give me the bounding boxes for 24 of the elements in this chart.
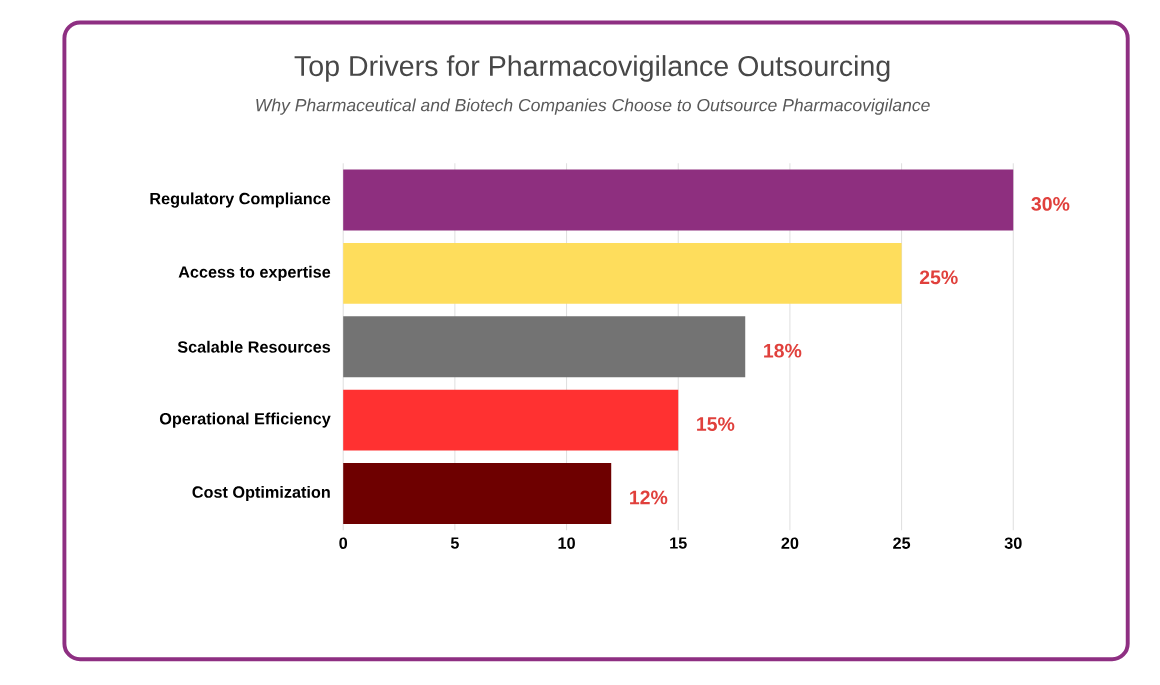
bar (343, 389, 679, 451)
data-label: 25% (919, 270, 958, 285)
x-tick-label: 30 (1004, 537, 1022, 550)
bar (343, 316, 746, 378)
y-tick-label: Regulatory Compliance (150, 192, 331, 208)
chart-subtitle: Why Pharmaceutical and Biotech Companies Choose to Outsource Pharmacovigilance (256, 98, 930, 115)
data-label: 15% (697, 417, 735, 432)
x-tick-label: 10 (558, 537, 575, 550)
x-tick-label: 25 (893, 537, 911, 550)
x-tick-label: 5 (450, 537, 459, 549)
bar (343, 243, 902, 304)
bar (343, 169, 1014, 231)
y-tick-label: Operational Efficiency (159, 412, 331, 428)
data-label: 18% (764, 343, 802, 358)
bar (343, 463, 612, 525)
x-tick-label: 15 (670, 537, 687, 549)
chart-title: Top Drivers for Pharmacovigilance Outsourcing (294, 55, 890, 82)
x-tick-label: 0 (339, 537, 348, 550)
data-label: 30% (1031, 197, 1070, 211)
x-tick-label: 20 (781, 537, 799, 550)
y-tick-label: Cost Optimization (192, 486, 330, 502)
y-tick-label: Scalable Resources (177, 340, 331, 353)
y-tick-label: Access to expertise (178, 265, 331, 282)
data-label: 12% (630, 490, 668, 505)
